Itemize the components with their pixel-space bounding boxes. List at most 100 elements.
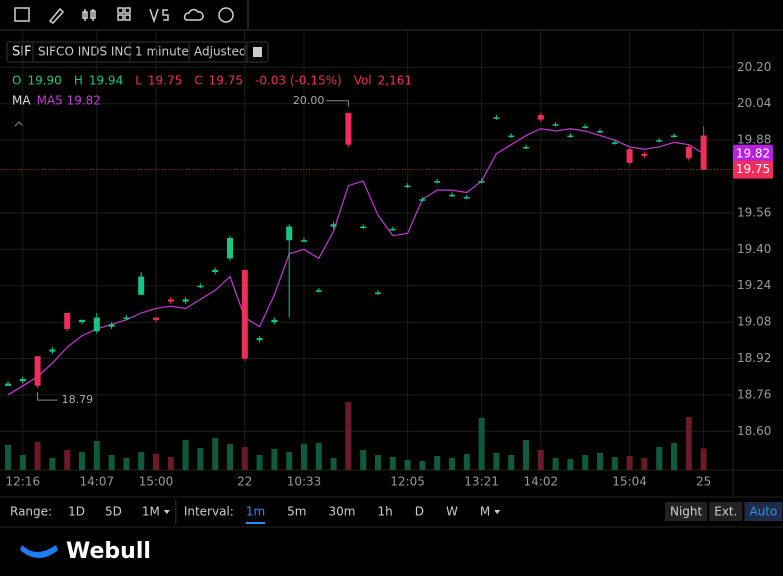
y-tick-label: 20.04 — [737, 96, 771, 110]
y-tick-label: 18.60 — [737, 424, 771, 438]
candle-body — [5, 383, 11, 386]
adjust[interactable]: Adjusted — [194, 45, 247, 59]
high-label: 20.00 — [293, 94, 325, 107]
interval-button[interactable]: W — [446, 505, 458, 519]
volume-bar — [463, 454, 470, 470]
volume-bar — [700, 448, 707, 470]
session-button[interactable] — [709, 502, 743, 521]
interval-button[interactable]: M — [480, 505, 490, 519]
volume-bar — [227, 444, 233, 470]
price-tag-label: 19.82 — [736, 146, 770, 160]
interval-button[interactable]: 30m — [328, 505, 355, 519]
y-tick-label: 19.88 — [737, 133, 771, 147]
interval-label: Interval: — [184, 505, 234, 519]
session-label[interactable]: Night — [670, 505, 703, 519]
candle-body — [197, 285, 204, 288]
x-tick-label: 25 — [696, 475, 711, 489]
volume-bar — [611, 457, 618, 470]
volume-bar — [597, 453, 603, 470]
interval-button[interactable]: 1h — [377, 505, 392, 519]
low-label: 18.79 — [62, 393, 94, 406]
volume-bar — [330, 458, 337, 470]
candle-body — [508, 135, 515, 138]
candle-body — [241, 269, 248, 359]
icon-draw[interactable] — [48, 7, 65, 24]
volume-bar — [404, 460, 411, 470]
candle-body — [123, 317, 130, 320]
candle-body — [493, 117, 500, 119]
range-label: Range: — [10, 505, 52, 519]
session-button[interactable] — [744, 502, 783, 521]
high-marker — [326, 100, 349, 107]
collapse-icon[interactable] — [14, 121, 24, 127]
volume-bar — [64, 450, 71, 470]
icon-candle[interactable] — [82, 9, 96, 21]
session-button[interactable] — [665, 502, 708, 521]
icon-replay[interactable] — [218, 7, 234, 23]
candle-body — [330, 224, 337, 227]
candle-body — [271, 319, 278, 323]
candle-body — [656, 140, 663, 142]
range-button[interactable]: 1M — [142, 505, 160, 519]
menu-icon[interactable] — [253, 47, 262, 57]
candle-body — [611, 142, 618, 144]
volume-bar — [153, 454, 159, 470]
quote-value: 19.75 — [148, 74, 182, 88]
range-button[interactable]: 5D — [105, 505, 122, 519]
brand-logo — [20, 545, 58, 558]
x-tick-label: 14:07 — [80, 475, 115, 489]
company-name: SIFCO INDS INC — [38, 45, 132, 59]
icon-layout[interactable] — [117, 7, 131, 21]
candle-body — [582, 126, 589, 128]
volume-bar — [49, 458, 56, 470]
session-label[interactable]: Auto — [749, 505, 777, 519]
candle-body — [389, 228, 396, 231]
symbol: SIF — [12, 45, 32, 60]
volume-bar — [671, 443, 677, 470]
range-button[interactable]: 1D — [68, 505, 85, 519]
candle-body — [360, 226, 367, 229]
x-tick-label: 10:33 — [287, 475, 322, 489]
volume-bar — [508, 455, 515, 470]
volume-bar — [523, 440, 529, 470]
icon-compare[interactable] — [149, 8, 169, 24]
volume-bar — [108, 455, 115, 470]
volume-bar — [79, 452, 85, 470]
volume-bar — [478, 418, 485, 470]
volume-bar — [123, 458, 130, 470]
x-tick-label: 13:21 — [464, 475, 499, 489]
quote-key: L — [135, 74, 142, 88]
volume-bar — [34, 442, 41, 470]
volume-bar — [345, 402, 352, 470]
candle-body — [671, 135, 677, 138]
volume-bar — [138, 452, 145, 470]
volume-bar — [19, 455, 26, 470]
volume-bar — [241, 447, 248, 470]
y-tick-label: 20.20 — [737, 60, 771, 74]
x-tick-label: 14:02 — [524, 475, 559, 489]
volume-bar — [685, 417, 692, 470]
candle-body — [375, 292, 381, 295]
icon-indicator[interactable] — [14, 7, 30, 22]
volume-bar — [419, 461, 426, 470]
interval-button[interactable]: D — [415, 505, 424, 519]
interval[interactable]: 1 minute — [135, 45, 189, 59]
volume-bar — [641, 458, 648, 470]
candle-body — [153, 317, 159, 320]
low-marker — [37, 392, 58, 401]
volume-bar — [360, 450, 367, 470]
ma-value: MA5 19.82 — [37, 94, 101, 108]
volume-bar — [389, 457, 396, 470]
session-label[interactable]: Ext. — [714, 505, 737, 519]
interval-button[interactable]: 5m — [287, 505, 306, 519]
interval-button[interactable]: 1m — [246, 505, 265, 519]
y-tick-label: 18.92 — [737, 351, 771, 365]
candle-body — [449, 194, 455, 197]
price-tag — [733, 144, 773, 163]
candle-body — [434, 181, 441, 183]
candle-body — [478, 181, 485, 183]
volume-bar — [256, 455, 263, 470]
candle-body — [685, 146, 692, 159]
candle-body — [108, 324, 115, 327]
icon-cloud[interactable] — [183, 8, 204, 21]
